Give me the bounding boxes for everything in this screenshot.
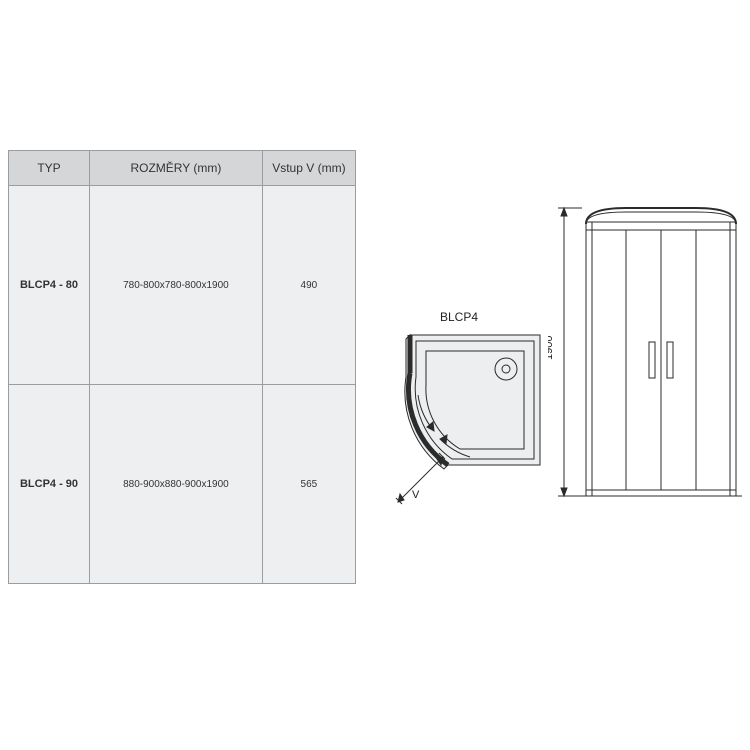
cell-vstup: 565 (262, 385, 355, 584)
th-rozmery: ROZMĚRY (mm) (90, 151, 263, 186)
th-vstup: Vstup V (mm) (262, 151, 355, 186)
cell-rozmery: 780-800x780-800x1900 (90, 186, 263, 385)
dim-v-label: V (412, 489, 420, 501)
plan-label: BLCP4 (440, 310, 478, 324)
height-label: 1900 (548, 336, 555, 360)
cell-typ: BLCP4 - 90 (9, 385, 90, 584)
cell-rozmery: 880-900x880-900x1900 (90, 385, 263, 584)
plan-view-diagram: V (388, 330, 563, 515)
cell-vstup: 490 (262, 186, 355, 385)
table-row: BLCP4 - 90 880-900x880-900x1900 565 (9, 385, 356, 584)
elevation-diagram: 1900 (548, 190, 743, 530)
th-typ: TYP (9, 151, 90, 186)
spec-table: TYP ROZMĚRY (mm) Vstup V (mm) BLCP4 - 80… (8, 150, 356, 584)
diagrams: BLCP4 (368, 150, 742, 580)
cell-typ: BLCP4 - 80 (9, 186, 90, 385)
table-row: BLCP4 - 80 780-800x780-800x1900 490 (9, 186, 356, 385)
